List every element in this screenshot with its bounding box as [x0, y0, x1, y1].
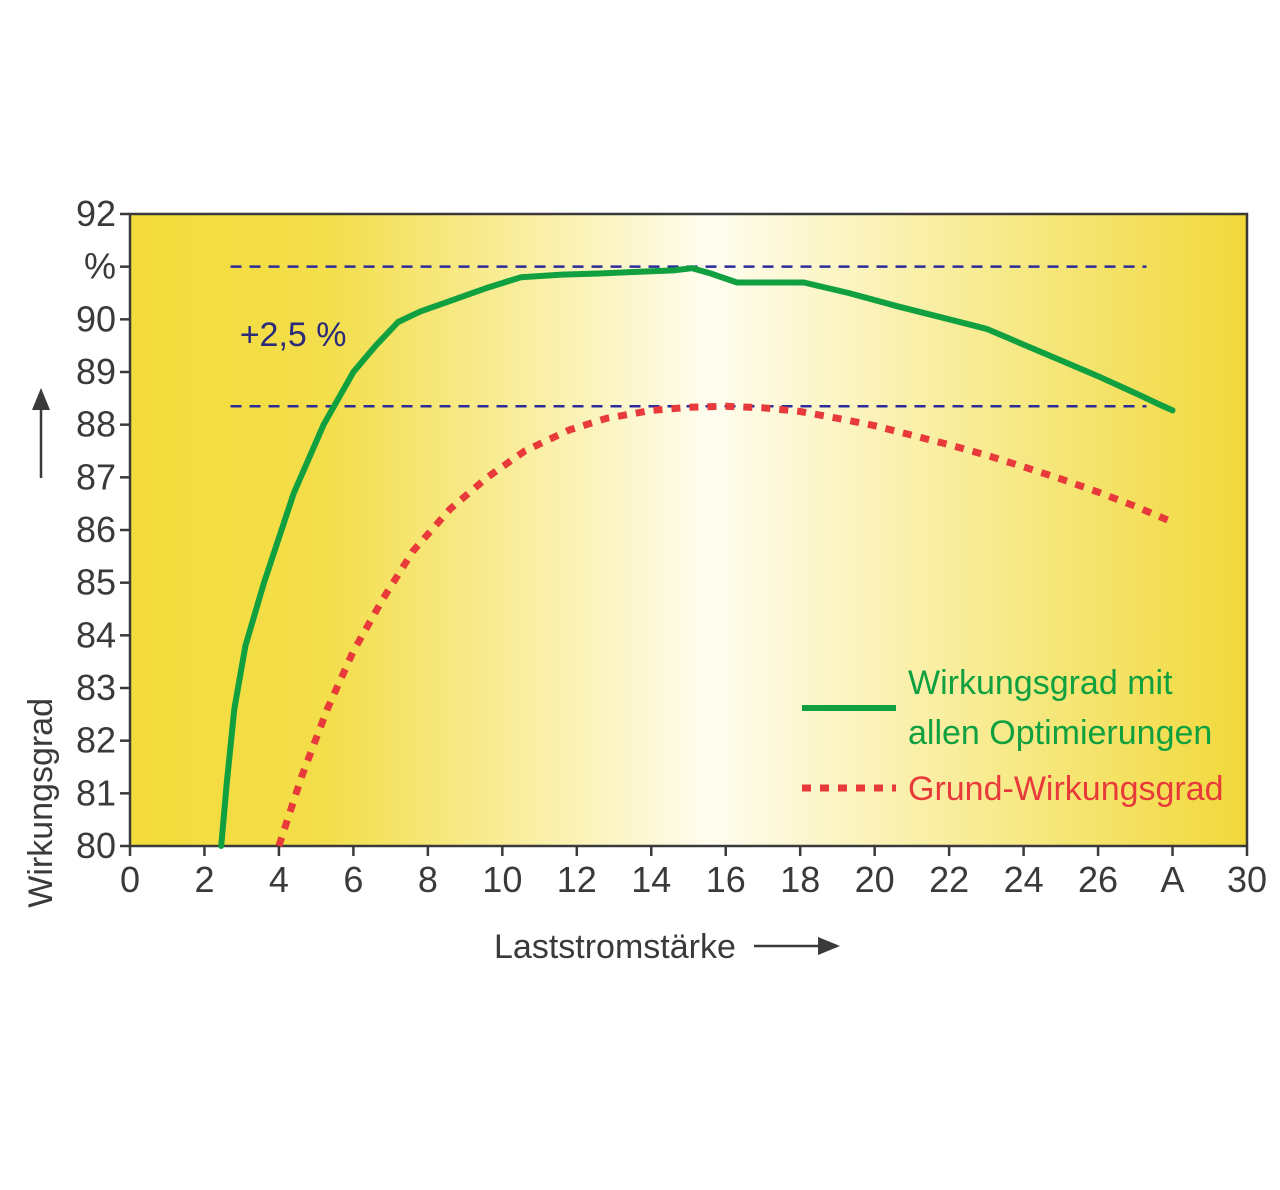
x-axis-title: Laststromstärke	[494, 928, 736, 966]
y-tick-label: 83	[76, 667, 116, 708]
efficiency-gain-annotation: +2,5 %	[240, 316, 347, 354]
y-tick-label: 81	[76, 772, 116, 813]
y-tick-label: 89	[76, 351, 116, 392]
x-tick-label: 14	[631, 859, 671, 900]
data-series	[218, 265, 1176, 849]
legend-label-optimized-line2: allen Optimierungen	[908, 714, 1212, 752]
y-tick-label: 87	[76, 456, 116, 497]
y-tick-label: 86	[76, 509, 116, 550]
x-tick-label: 6	[343, 859, 363, 900]
x-tick-label: 8	[418, 859, 438, 900]
y-tick-label: 88	[76, 404, 116, 445]
y-tick-label: 92	[76, 193, 116, 234]
y-tick-label: %	[84, 246, 116, 287]
y-axis-arrow-icon	[32, 388, 50, 410]
x-tick-label: 18	[780, 859, 820, 900]
y-tick-label: 90	[76, 298, 116, 339]
y-axis-title: Wirkungsgrad	[22, 698, 60, 908]
x-tick-label: 12	[557, 859, 597, 900]
x-tick-label: 0	[120, 859, 140, 900]
x-tick-label: 10	[482, 859, 522, 900]
legend-label-optimized: Wirkungsgrad mit	[908, 664, 1173, 702]
x-tick-label: 2	[194, 859, 214, 900]
series-line-base	[275, 402, 1174, 848]
x-tick-label: 26	[1078, 859, 1118, 900]
x-tick-label: A	[1161, 859, 1185, 900]
y-tick-label: 85	[76, 562, 116, 603]
series-line-optimized	[218, 265, 1176, 849]
x-tick-label: 24	[1004, 859, 1044, 900]
x-tick-label: 22	[929, 859, 969, 900]
x-tick-label: 16	[706, 859, 746, 900]
x-tick-label: 20	[855, 859, 895, 900]
y-tick-label: 80	[76, 825, 116, 866]
y-axis-label: Wirkungsgrad	[22, 388, 60, 908]
axis-ticks: 0 2 4 6 8 10 12 14 16 18 20 22 24 26 A 3080818283848586…	[76, 193, 1267, 900]
legend: Wirkungsgrad mit allen Optimierungen Gru…	[802, 664, 1224, 808]
x-axis-arrow-icon	[818, 937, 840, 955]
x-axis-label: Laststromstärke	[494, 928, 840, 966]
x-tick-label: 4	[269, 859, 289, 900]
y-tick-label: 82	[76, 720, 116, 761]
y-tick-label: 84	[76, 614, 116, 655]
x-tick-label: 30	[1227, 859, 1267, 900]
legend-label-base: Grund-Wirkungsgrad	[908, 770, 1224, 808]
